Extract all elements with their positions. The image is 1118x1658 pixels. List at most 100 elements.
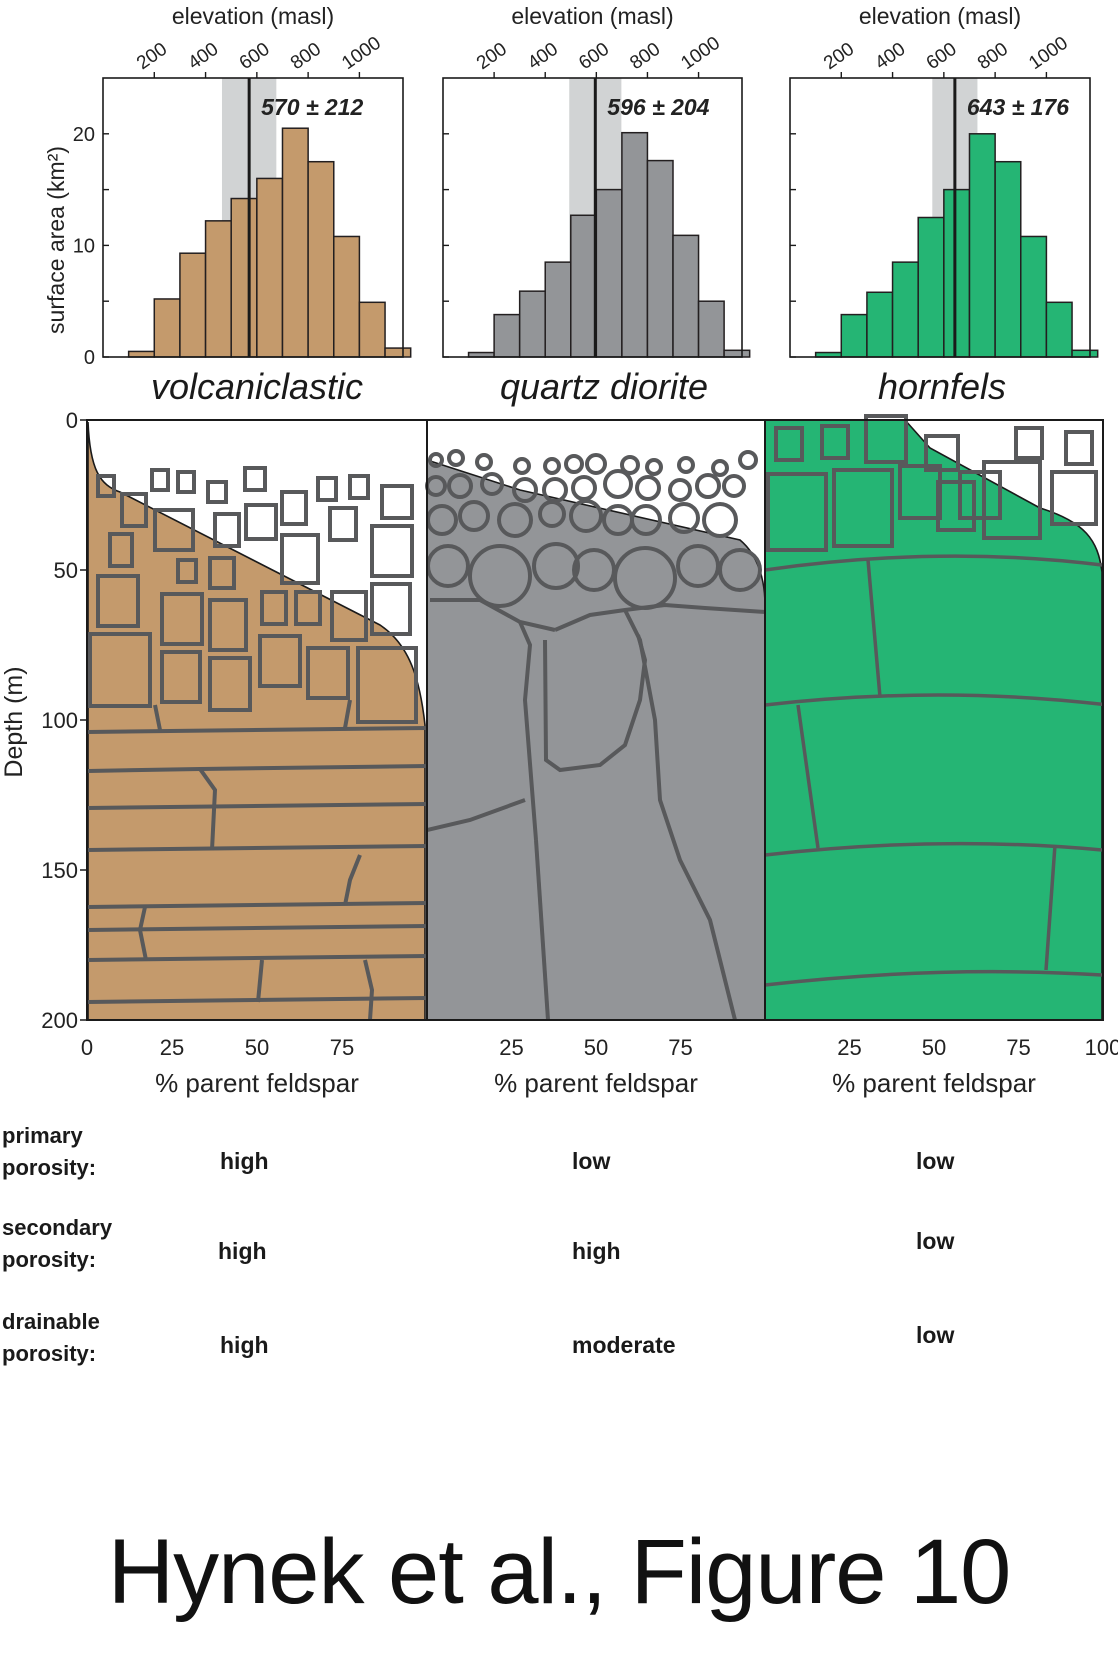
feldspar-tick-label: 75 — [668, 1035, 692, 1060]
rock-label-hornfels: hornfels — [878, 366, 1006, 407]
histogram-bar — [127, 350, 156, 358]
grain — [244, 503, 278, 541]
grain — [677, 456, 695, 474]
area-tick-label: 20 — [73, 124, 95, 146]
elevation-tick-label: 600 — [923, 39, 961, 74]
depth-tick-label: 50 — [54, 558, 78, 583]
grain — [96, 574, 140, 628]
property-label-drainable: drainable porosity: — [2, 1309, 100, 1366]
histogram-frame-volcaniclastic — [102, 77, 404, 358]
elevation-tick-label: 400 — [871, 39, 909, 74]
grain — [208, 598, 248, 652]
grain — [620, 455, 640, 475]
grain — [176, 558, 198, 584]
grain — [258, 634, 302, 688]
grain — [585, 453, 607, 475]
grain — [316, 476, 338, 502]
grain — [243, 466, 267, 492]
grain — [475, 453, 493, 471]
surface-area-label: surface area (km²) — [43, 146, 69, 334]
grain — [1014, 426, 1044, 460]
grain — [832, 468, 894, 548]
grain — [722, 474, 746, 498]
grain — [635, 475, 661, 501]
grain — [820, 424, 850, 460]
histogram-bar — [230, 197, 258, 358]
grain — [572, 548, 616, 592]
grain — [96, 474, 116, 498]
grain — [280, 490, 308, 526]
depth-tick-label: 200 — [41, 1008, 78, 1033]
elevation-tick-label: 200 — [133, 39, 171, 74]
elevation-tick-label: 1000 — [1025, 33, 1072, 74]
grain — [603, 469, 633, 499]
grain — [564, 454, 584, 474]
grain — [380, 484, 414, 520]
area-tick-label: 0 — [84, 347, 95, 369]
grain — [447, 473, 473, 499]
histogram-bar — [307, 160, 335, 358]
grain — [513, 457, 531, 475]
elevation-tick-label: 600 — [575, 39, 613, 74]
property-label-primary: primary porosity: — [2, 1123, 97, 1180]
elevation-tick-label: 600 — [236, 39, 274, 74]
grain — [330, 590, 368, 642]
grain — [543, 457, 561, 475]
elevation-tick-label: 800 — [974, 39, 1012, 74]
elevation-tick-label: 1000 — [338, 33, 385, 74]
drainable-volcaniclastic: high — [220, 1332, 269, 1358]
depth-tick-label: 150 — [41, 858, 78, 883]
grain — [306, 646, 350, 700]
grain — [936, 480, 976, 532]
grain — [497, 502, 533, 538]
elevation-tick-label: 800 — [626, 39, 664, 74]
grain — [370, 582, 412, 636]
elevation-axis-label: elevation (masl) — [859, 3, 1021, 29]
elevation-tick-label: 200 — [820, 39, 858, 74]
profile-hornfels — [764, 414, 1104, 1021]
grain — [356, 646, 418, 724]
grain — [982, 460, 1042, 540]
rock-label-quartz-diorite: quartz diorite — [500, 366, 708, 407]
feldspar-tick-label: 75 — [1006, 1035, 1030, 1060]
grain — [571, 475, 597, 501]
depth-tick-label: 0 — [66, 408, 78, 433]
histogram-bar — [1071, 349, 1099, 358]
histogram-bar — [840, 313, 868, 358]
grain — [206, 480, 228, 504]
area-tick-label: 10 — [73, 235, 95, 257]
histogram-bar — [358, 301, 386, 358]
histogram-bar — [943, 188, 971, 358]
histogram-bar — [333, 235, 361, 358]
grain — [774, 426, 804, 462]
grain — [348, 474, 370, 500]
grain — [176, 470, 196, 494]
secondary-volcaniclastic: high — [218, 1238, 267, 1264]
primary-quartz-diorite: low — [572, 1148, 611, 1174]
depth-tick-label: 100 — [41, 708, 78, 733]
secondary-hornfels: low — [916, 1228, 955, 1254]
grain — [864, 414, 908, 464]
elevation-tick-label: 1000 — [677, 33, 724, 74]
feldspar-label-3: % parent feldspar — [832, 1068, 1036, 1098]
grain — [213, 512, 241, 548]
histogram-bar — [866, 291, 894, 358]
feldspar-label-1: % parent feldspar — [155, 1068, 359, 1098]
grain — [294, 590, 322, 626]
grain — [160, 592, 204, 646]
histogram-bar — [968, 133, 996, 358]
grain — [668, 502, 700, 534]
stat-label-hornfels: 643 ± 176 — [967, 94, 1069, 120]
histogram-bar — [697, 300, 725, 358]
grain — [370, 524, 414, 578]
histogram-bar — [544, 261, 572, 358]
depth-axis-label: Depth (m) — [0, 666, 28, 777]
elevation-tick-label: 800 — [287, 39, 325, 74]
feldspar-tick-label: 50 — [922, 1035, 946, 1060]
primary-hornfels: low — [916, 1148, 955, 1174]
grain — [153, 508, 195, 552]
grain — [718, 548, 762, 592]
profile-volcaniclastic — [86, 419, 428, 1021]
histogram-bar — [256, 177, 284, 358]
